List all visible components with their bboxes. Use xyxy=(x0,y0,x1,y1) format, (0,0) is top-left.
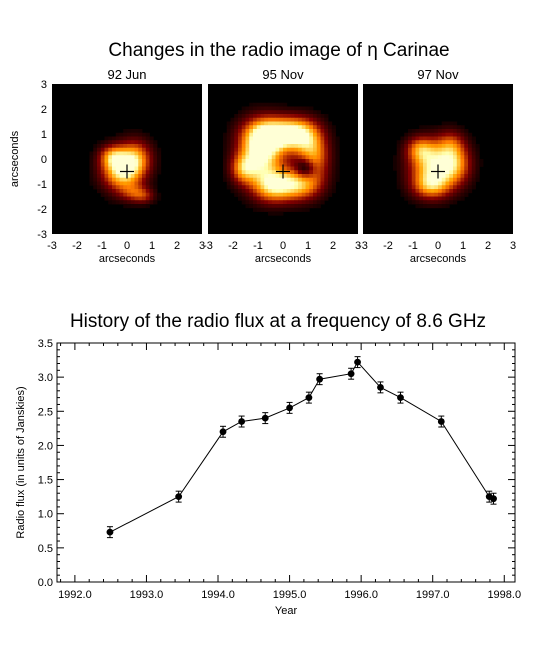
x-tick-label: -3 xyxy=(358,240,368,252)
data-point xyxy=(316,375,324,383)
panel-label: 92 Jun xyxy=(107,67,146,82)
x-tick-label: 1998.0 xyxy=(487,589,521,601)
x-axis-label: Year xyxy=(275,605,298,617)
data-point xyxy=(347,370,355,378)
x-tick-label: -1 xyxy=(408,240,418,252)
cross-marker-icon xyxy=(431,164,445,179)
cross-marker-icon xyxy=(276,164,290,179)
x-tick-label: 2 xyxy=(330,240,336,252)
x-tick-label: 1997.0 xyxy=(416,589,450,601)
y-tick-label: 2 xyxy=(41,104,47,116)
x-tick-label: 3 xyxy=(199,240,205,252)
x-axis-label: arcseconds xyxy=(99,253,156,265)
x-tick-label: 0 xyxy=(124,240,130,252)
data-point xyxy=(437,418,445,425)
panel-label: 97 Nov xyxy=(417,67,459,82)
plot-frame xyxy=(56,342,516,583)
y-tick-label: 2.0 xyxy=(38,440,53,452)
y-tick-label: 0 xyxy=(41,154,47,166)
y-tick-label: 3.5 xyxy=(38,338,53,350)
x-tick-label: -1 xyxy=(97,240,107,252)
image-panel-intensity xyxy=(89,129,162,209)
image-panel-3: 97 Nov -3 -2 -1 0 1 2 3 arcseconds xyxy=(358,67,516,265)
x-tick-label: 3 xyxy=(355,240,361,252)
x-tick-label: 1 xyxy=(460,240,466,252)
data-point xyxy=(106,528,114,536)
panel-label: 95 Nov xyxy=(262,67,304,82)
y-axis-label: arcseconds xyxy=(9,130,21,187)
cross-marker-icon xyxy=(120,164,134,179)
data-point xyxy=(286,404,293,412)
data-point xyxy=(261,414,269,422)
y-tick-label: 1.5 xyxy=(38,475,53,487)
x-tick-label: 1996.0 xyxy=(344,589,378,601)
data-point xyxy=(238,418,246,425)
y-tick-label: 3 xyxy=(41,79,47,91)
data-point xyxy=(219,428,227,436)
x-tick-label: -2 xyxy=(72,240,82,252)
x-tick-label: 2 xyxy=(174,240,180,252)
y-tick-label: 2.5 xyxy=(38,406,53,418)
data-point xyxy=(397,394,404,402)
x-axis-label: arcseconds xyxy=(255,253,312,265)
data-point xyxy=(305,394,313,402)
data-point xyxy=(377,383,384,391)
x-tick-label: 1993.0 xyxy=(130,589,164,601)
x-tick-label: 1 xyxy=(305,240,311,252)
x-tick-label: -3 xyxy=(47,240,57,252)
x-tick-label: -3 xyxy=(203,240,213,252)
image-panel-intensity xyxy=(223,102,340,216)
y-tick-label: -2 xyxy=(37,204,47,216)
radio-flux-line-chart: 1992.0 1993.0 1994.0 1995.0 1996.0 1997.0 1998… xyxy=(15,338,521,617)
x-tick-label: 1994.0 xyxy=(201,589,235,601)
y-tick-label: 1 xyxy=(41,129,47,141)
x-tick-label: 1995.0 xyxy=(273,589,307,601)
top-chart-title: Changes in the radio image of η Carinae xyxy=(108,40,449,61)
x-tick-label: 1992.0 xyxy=(58,589,92,601)
radio-image-panels: 92 Jun -3 -2 -1 0 1 2 3 arcseconds 95 Nov -3 -2 -1 0 1… xyxy=(9,67,516,265)
x-tick-label: -2 xyxy=(383,240,393,252)
y-axis-label: Radio flux (in units of Janskies) xyxy=(15,386,27,538)
data-point xyxy=(354,358,361,366)
image-panel-intensity xyxy=(393,121,484,209)
y-tick-label: 1.0 xyxy=(38,509,53,521)
x-tick-label: 0 xyxy=(435,240,441,252)
x-tick-label: 2 xyxy=(485,240,491,252)
y-tick-label: 0.5 xyxy=(38,543,53,555)
series-line xyxy=(109,361,494,533)
image-panel-1: 92 Jun -3 -2 -1 0 1 2 3 arcseconds xyxy=(47,67,205,265)
x-tick-label: 3 xyxy=(510,240,516,252)
data-point xyxy=(490,495,497,503)
y-tick-label: 0.0 xyxy=(38,577,53,589)
y-tick-label: 3.0 xyxy=(38,372,53,384)
x-tick-label: 0 xyxy=(280,240,286,252)
image-y-axis: -3 -2 -1 0 1 2 3 arcseconds xyxy=(9,79,47,241)
x-axis-label: arcseconds xyxy=(410,253,467,265)
x-tick-label: -2 xyxy=(228,240,238,252)
image-panel-2: 95 Nov -3 -2 -1 0 1 2 3 arcseconds xyxy=(203,67,361,265)
y-tick-label: -3 xyxy=(37,229,47,241)
bottom-chart-title: History of the radio flux at a frequency… xyxy=(70,311,486,332)
x-tick-label: 1 xyxy=(149,240,155,252)
data-point xyxy=(175,493,183,501)
x-tick-label: -1 xyxy=(253,240,263,252)
y-tick-label: -1 xyxy=(37,179,47,191)
